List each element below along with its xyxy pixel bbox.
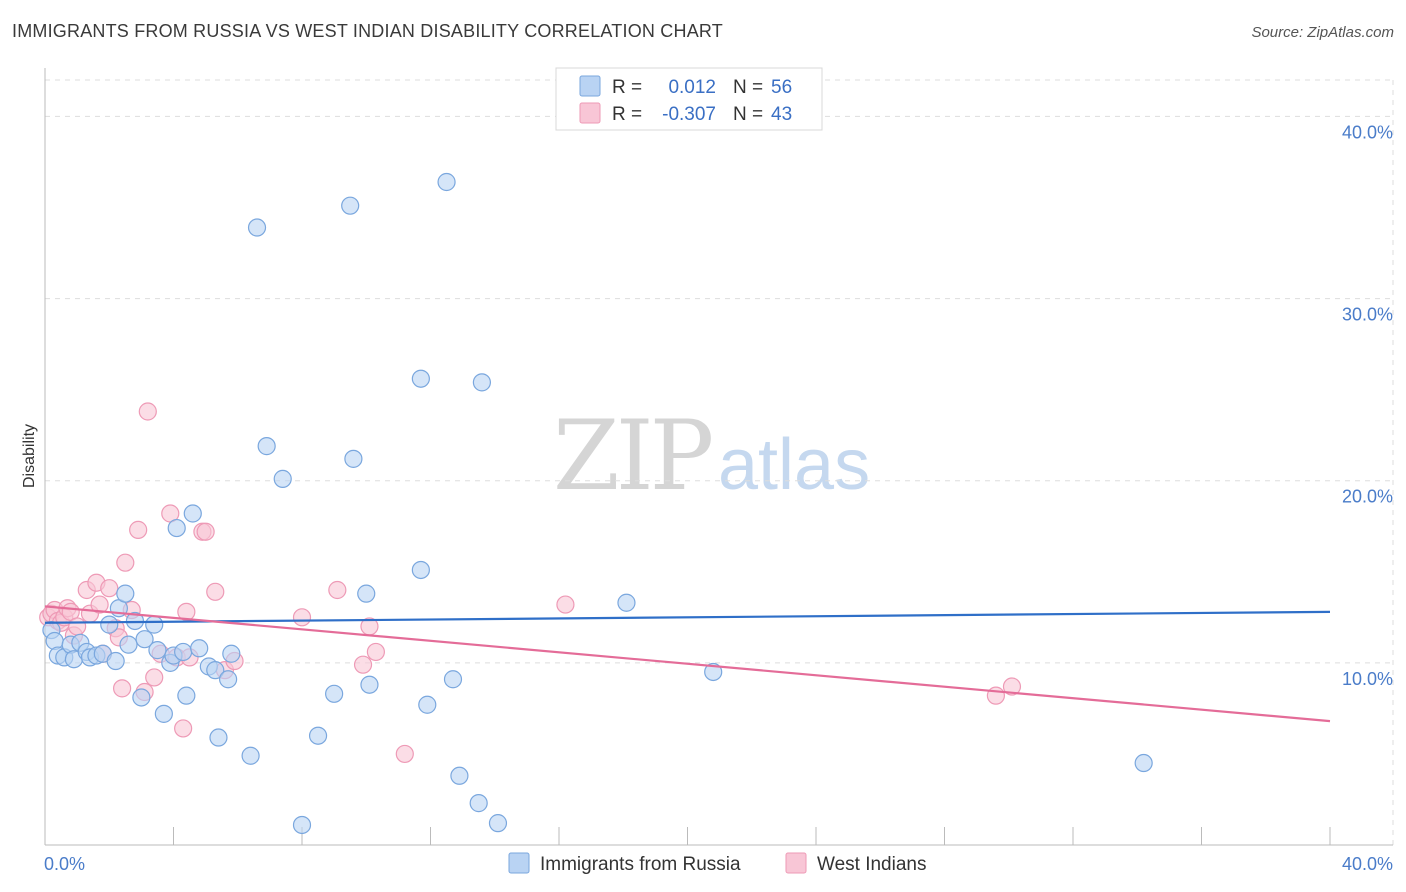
russia-point-39 [308, 726, 328, 745]
west-indian-point-32 [196, 522, 215, 541]
axes [44, 68, 1393, 846]
russia-points [42, 172, 1153, 835]
west-indian-point-23 [138, 402, 157, 421]
bottom-legend-label-russia: Immigrants from Russia [540, 854, 741, 875]
west-indian-point-33 [206, 582, 225, 601]
west-indians-points [39, 402, 1022, 764]
legend-r-value-west-indians: -0.307 [662, 104, 716, 125]
bottom-legend-swatch-russia [508, 852, 530, 874]
bottom-legend-label-west-indians: West Indians [817, 854, 926, 875]
chart-source: Source: ZipAtlas.com [1251, 24, 1394, 41]
russia-point-42 [344, 449, 363, 468]
russia-point-40 [325, 684, 344, 703]
russia-point-34 [241, 746, 260, 765]
russia-point-55 [704, 662, 723, 682]
west-indian-point-19 [116, 553, 135, 572]
russia-point-11 [100, 615, 119, 634]
west-indian-point-36 [292, 608, 312, 627]
russia-point-18 [135, 630, 154, 649]
russia-trend-line [44, 610, 1331, 624]
russia-point-53 [488, 814, 508, 833]
west-indian-point-21 [129, 520, 148, 539]
russia-point-15 [119, 635, 138, 654]
y-axis-label: Disability [21, 424, 38, 488]
west-indian-point-37 [328, 580, 347, 600]
russia-point-46 [411, 560, 430, 580]
russia-point-47 [418, 695, 437, 714]
chart-title: IMMIGRANTS FROM RUSSIA VS WEST INDIAN DI… [12, 21, 723, 41]
watermark: ZIP atlas [553, 400, 870, 512]
watermark-atlas: atlas [718, 425, 870, 505]
russia-point-56 [1134, 753, 1153, 773]
top-legend: R = 0.012 N = 56 R = -0.307 N = 43 [555, 67, 823, 131]
russia-point-21 [154, 704, 173, 723]
legend-n-value-russia: 56 [771, 77, 792, 98]
russia-point-44 [360, 675, 379, 694]
x-tick-label-1: 40.0% [1342, 854, 1393, 874]
russia-point-33 [222, 644, 241, 663]
russia-point-49 [443, 670, 463, 689]
x-tick-label-0: 0.0% [44, 854, 85, 874]
russia-point-35 [247, 218, 267, 237]
x-tick-labels: 0.0% 40.0% [44, 854, 1393, 874]
west-indian-point-41 [395, 744, 414, 764]
russia-point-26 [177, 686, 196, 705]
russia-point-51 [469, 794, 488, 813]
russia-point-24 [167, 518, 186, 538]
west-indian-point-38 [353, 655, 373, 674]
russia-point-28 [190, 639, 209, 658]
west-indian-point-13 [90, 595, 109, 614]
legend-r-label-russia: R = [612, 77, 642, 98]
russia-point-19 [145, 615, 164, 634]
west-indian-point-44 [1002, 677, 1022, 696]
russia-point-20 [148, 641, 167, 660]
legend-n-label-west-indians: N = [733, 104, 763, 125]
west-indian-point-42 [556, 595, 575, 614]
russia-point-17 [132, 688, 151, 707]
bottom-legend: Immigrants from Russia West Indians [508, 852, 926, 875]
russia-point-54 [617, 593, 636, 612]
legend-n-value-west-indians: 43 [771, 104, 792, 125]
west-indian-point-24 [145, 668, 164, 687]
russia-point-43 [357, 584, 376, 603]
russia-point-12 [106, 651, 125, 671]
russia-point-41 [341, 196, 360, 215]
y-tick-label-3: 40.0% [1342, 122, 1393, 142]
russia-point-36 [257, 437, 276, 456]
russia-point-50 [450, 766, 469, 785]
west-indian-point-9 [68, 617, 87, 636]
watermark-zip: ZIP [553, 400, 712, 512]
y-tick-label-2: 30.0% [1342, 305, 1393, 325]
legend-n-label-russia: N = [733, 77, 763, 98]
russia-point-14 [116, 584, 135, 603]
west-indian-point-15 [100, 579, 119, 598]
russia-point-52 [472, 373, 491, 392]
legend-swatch-west-indians [579, 102, 601, 124]
russia-point-25 [174, 642, 193, 662]
legend-r-label-west-indians: R = [612, 104, 642, 125]
russia-point-45 [411, 369, 430, 388]
russia-point-48 [437, 172, 456, 192]
legend-r-value-russia: 0.012 [668, 77, 716, 98]
russia-point-27 [183, 504, 202, 523]
trend-lines [44, 605, 1331, 723]
legend-swatch-russia [579, 75, 601, 97]
russia-point-38 [292, 815, 312, 835]
russia-point-37 [273, 469, 292, 488]
west-indian-point-29 [177, 602, 196, 621]
west-indian-point-40 [366, 642, 385, 662]
bottom-legend-swatch-west-indians [785, 852, 807, 874]
russia-point-30 [206, 661, 225, 680]
y-tick-labels: 10.0% 20.0% 30.0% 40.0% [1342, 122, 1393, 688]
russia-point-31 [209, 728, 228, 747]
y-tick-label-0: 10.0% [1342, 669, 1393, 689]
west-indian-trend-line [44, 605, 1331, 723]
west-indian-point-28 [174, 719, 193, 738]
russia-point-32 [219, 670, 238, 689]
west-indian-point-18 [112, 679, 132, 698]
y-tick-label-1: 20.0% [1342, 487, 1393, 507]
